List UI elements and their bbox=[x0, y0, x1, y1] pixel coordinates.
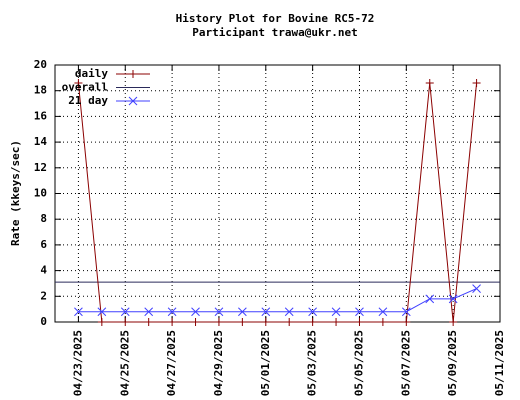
x-tick-label: 05/07/2025 bbox=[399, 330, 412, 396]
x-tick-label: 04/29/2025 bbox=[212, 330, 225, 396]
y-tick-label: 18 bbox=[34, 84, 47, 97]
point-marker bbox=[449, 318, 458, 326]
point-marker bbox=[144, 318, 153, 326]
point-marker bbox=[74, 78, 83, 87]
point-marker bbox=[97, 307, 107, 317]
x-tick-label: 05/09/2025 bbox=[446, 330, 459, 396]
point-marker bbox=[214, 318, 223, 326]
y-tick-label: 6 bbox=[40, 238, 47, 251]
point-marker bbox=[97, 318, 106, 326]
point-marker bbox=[167, 307, 177, 317]
point-marker bbox=[261, 307, 271, 317]
y-tick-label: 4 bbox=[40, 264, 47, 277]
point-marker bbox=[261, 318, 270, 326]
chart-subtitle: Participant trawa@ukr.net bbox=[192, 26, 358, 39]
y-tick-label: 2 bbox=[40, 289, 47, 302]
y-tick-label: 16 bbox=[34, 109, 48, 122]
point-marker bbox=[401, 307, 411, 317]
legend-marker bbox=[128, 96, 138, 106]
point-marker bbox=[448, 294, 458, 304]
point-marker bbox=[378, 307, 388, 317]
point-marker bbox=[378, 318, 387, 326]
legend-label: 21 day bbox=[68, 94, 108, 107]
point-marker bbox=[238, 307, 247, 317]
x-tick-label: 05/01/2025 bbox=[259, 330, 272, 396]
point-marker bbox=[168, 318, 177, 326]
point-marker bbox=[284, 307, 294, 317]
series-line bbox=[78, 288, 477, 313]
y-tick-label: 14 bbox=[34, 135, 48, 148]
point-marker bbox=[425, 78, 434, 87]
point-marker bbox=[425, 294, 435, 304]
point-marker bbox=[308, 307, 317, 317]
point-marker bbox=[472, 284, 481, 293]
x-tick-label: 04/25/2025 bbox=[118, 330, 131, 396]
point-marker bbox=[285, 318, 294, 326]
point-marker bbox=[120, 307, 130, 317]
legend-label: overall bbox=[62, 81, 108, 94]
point-marker bbox=[472, 78, 481, 87]
legend-marker bbox=[129, 70, 137, 78]
x-tick-label: 04/27/2025 bbox=[165, 330, 178, 396]
x-tick-label: 04/23/2025 bbox=[71, 330, 84, 396]
y-axis-label: Rate (kkeys/sec) bbox=[9, 140, 22, 246]
point-marker bbox=[332, 318, 341, 326]
x-tick-label: 05/05/2025 bbox=[352, 330, 365, 396]
point-marker bbox=[74, 307, 83, 317]
point-marker bbox=[191, 318, 200, 326]
y-tick-label: 0 bbox=[40, 315, 47, 328]
y-tick-label: 10 bbox=[34, 187, 47, 200]
point-marker bbox=[355, 307, 364, 317]
y-tick-label: 12 bbox=[34, 161, 47, 174]
x-tick-label: 05/03/2025 bbox=[306, 330, 319, 396]
point-marker bbox=[238, 318, 247, 326]
point-marker bbox=[144, 307, 154, 317]
point-marker bbox=[308, 318, 317, 326]
point-marker bbox=[121, 318, 130, 326]
x-tick-label: 05/11/2025 bbox=[493, 330, 506, 396]
y-tick-label: 8 bbox=[40, 212, 47, 225]
legend-label: daily bbox=[75, 67, 108, 80]
chart-title: History Plot for Bovine RC5-72 bbox=[176, 12, 375, 25]
point-marker bbox=[191, 307, 200, 317]
point-marker bbox=[402, 318, 411, 326]
point-marker bbox=[331, 307, 341, 317]
point-marker bbox=[214, 307, 224, 317]
point-marker bbox=[355, 318, 364, 326]
y-tick-label: 20 bbox=[34, 58, 47, 71]
